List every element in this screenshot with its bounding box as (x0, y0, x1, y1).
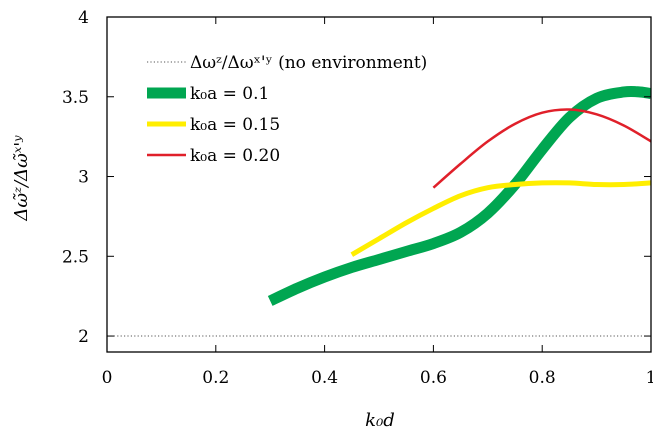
x-tick-label: 0.6 (420, 368, 447, 388)
series-line-1 (267, 85, 651, 306)
legend-label-2: k₀a = 0.15 (190, 115, 280, 135)
series-group (107, 85, 651, 337)
y-tick-label: 4 (78, 8, 89, 28)
legend-label-3: k₀a = 0.20 (190, 146, 280, 166)
series-line-3 (432, 108, 651, 189)
y-tick-label: 3.5 (62, 88, 89, 108)
x-tick-label: 0.2 (202, 368, 229, 388)
plot-area (107, 85, 651, 337)
y-tick-label: 3 (78, 168, 89, 188)
tick-labels: 0 0.2 0.4 0.6 0.8 1 2 2.5 3 3.5 4 (62, 8, 653, 388)
x-tick-label: 1 (646, 368, 653, 388)
y-axis-label: Δω̃ᶻ/Δω̃ˣ'ʸ (11, 135, 32, 222)
y-tick-label: 2.5 (62, 247, 89, 267)
legend: Δωᶻ/Δωˣ'ʸ (no environment) k₀a = 0.1 k₀a =… (147, 53, 427, 166)
x-tick-label: 0 (102, 368, 113, 388)
plot-frame (106, 16, 652, 353)
series-line-2 (350, 180, 651, 257)
y-tick-label: 2 (78, 327, 89, 347)
x-tick-label: 0.4 (311, 368, 338, 388)
legend-label-1: k₀a = 0.1 (190, 84, 269, 104)
x-axis-label: k₀d (365, 410, 395, 431)
x-tick-label: 0.8 (529, 368, 556, 388)
axes (106, 16, 652, 353)
legend-label-0: Δωᶻ/Δωˣ'ʸ (no environment) (190, 53, 427, 73)
